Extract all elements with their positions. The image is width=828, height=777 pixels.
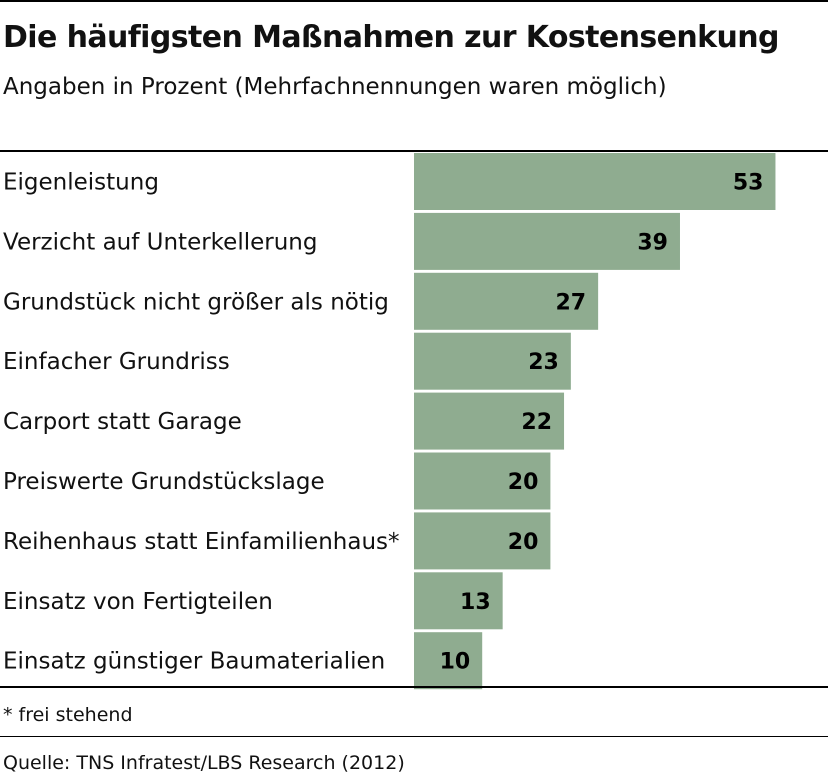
bar-1: [414, 153, 776, 210]
source-note: Quelle: TNS Infratest/LBS Research (2012…: [3, 752, 405, 774]
bar-4: [414, 332, 571, 390]
value-label-6: 20: [508, 470, 539, 495]
bar-8: [414, 572, 503, 630]
category-label-5: Carport statt Garage: [3, 409, 242, 435]
value-label-2: 39: [637, 230, 668, 255]
category-label-6: Preiswerte Grundstückslage: [3, 469, 325, 495]
chart-subtitle: Angaben in Prozent (Mehrfachnennungen wa…: [3, 74, 667, 100]
value-label-4: 23: [528, 350, 559, 375]
bar-7: [414, 512, 551, 570]
value-label-3: 27: [556, 290, 587, 315]
value-label-1: 53: [733, 171, 764, 196]
bar-9: [414, 632, 483, 690]
chart-title: Die häufigsten Maßnahmen zur Kostensenku…: [3, 20, 780, 55]
footnote: * frei stehend: [3, 704, 133, 726]
chart-bottom-rule: [0, 686, 828, 688]
value-label-9: 10: [440, 650, 471, 675]
source-rule: [0, 736, 828, 737]
bar-2: [414, 212, 680, 270]
category-labels-group: Eigenleistung Verzicht auf Unterkellerung…: [3, 170, 400, 675]
bar-3: [414, 272, 599, 330]
value-label-7: 20: [508, 530, 539, 555]
category-label-1: Eigenleistung: [3, 170, 159, 196]
value-label-8: 13: [460, 590, 491, 615]
bars-group: [414, 153, 776, 690]
category-label-8: Einsatz von Fertigteilen: [3, 589, 273, 615]
value-label-5: 22: [521, 410, 552, 435]
category-label-7: Reihenhaus statt Einfamilienhaus*: [3, 529, 400, 555]
category-label-4: Einfacher Grundriss: [3, 349, 230, 375]
category-label-2: Verzicht auf Unterkellerung: [3, 229, 317, 255]
category-label-9: Einsatz günstiger Baumaterialien: [3, 649, 385, 675]
category-label-3: Grundstück nicht größer als nötig: [3, 289, 389, 315]
top-rule: [0, 0, 828, 2]
bar-6: [414, 452, 551, 510]
bar-5: [414, 392, 565, 450]
chart-top-rule: [0, 150, 828, 152]
value-labels-group: 53 39 27 23 22 20 20 13 10: [440, 171, 764, 675]
